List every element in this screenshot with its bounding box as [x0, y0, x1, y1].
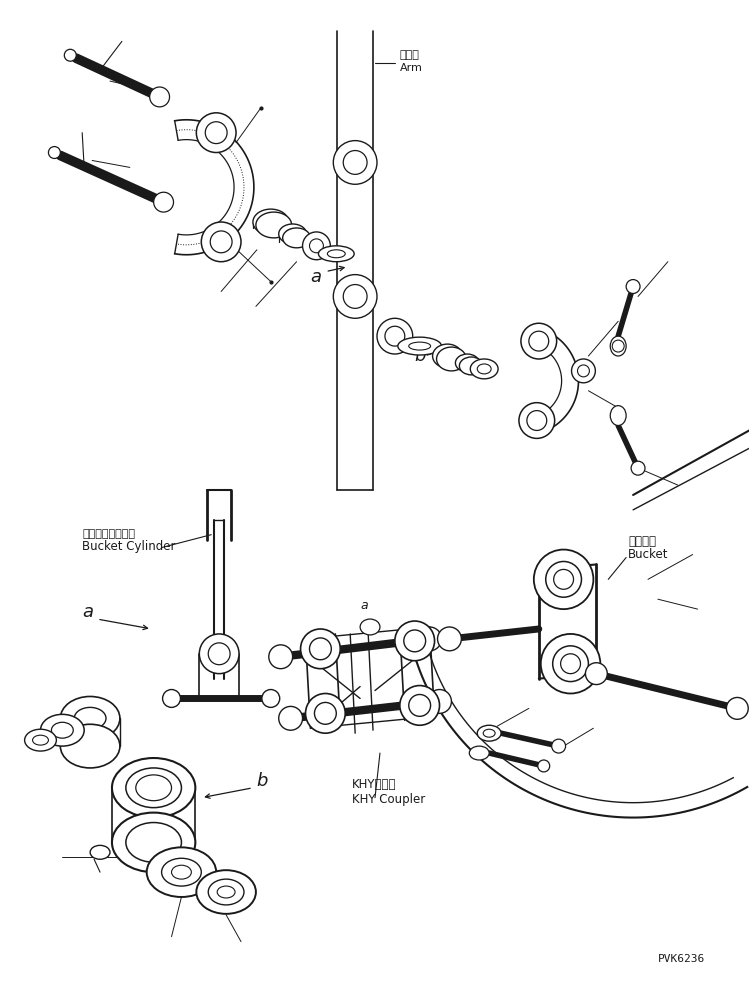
- Circle shape: [279, 707, 302, 730]
- Ellipse shape: [253, 209, 289, 235]
- Ellipse shape: [60, 697, 120, 740]
- Circle shape: [417, 627, 441, 651]
- Text: Arm: Arm: [400, 63, 423, 73]
- Circle shape: [552, 739, 566, 753]
- Ellipse shape: [437, 347, 466, 371]
- Text: Bucket: Bucket: [628, 548, 669, 560]
- Text: PVK6236: PVK6236: [658, 954, 705, 963]
- Circle shape: [428, 689, 451, 714]
- Circle shape: [302, 232, 330, 260]
- Ellipse shape: [360, 619, 380, 635]
- Text: a: a: [82, 603, 93, 621]
- Text: アーム: アーム: [400, 50, 420, 60]
- Ellipse shape: [611, 336, 626, 356]
- Circle shape: [631, 461, 645, 475]
- Circle shape: [262, 689, 280, 708]
- Circle shape: [333, 141, 377, 184]
- Ellipse shape: [256, 212, 292, 238]
- Ellipse shape: [60, 724, 120, 768]
- Text: KHY Coupler: KHY Coupler: [352, 792, 426, 806]
- Ellipse shape: [25, 729, 56, 751]
- Circle shape: [586, 663, 608, 684]
- Circle shape: [626, 279, 640, 294]
- Text: バケットシリンダ: バケットシリンダ: [82, 529, 135, 539]
- Circle shape: [538, 760, 550, 772]
- Text: a: a: [360, 599, 368, 612]
- Ellipse shape: [196, 870, 256, 914]
- Circle shape: [726, 698, 748, 720]
- Circle shape: [202, 222, 241, 261]
- Text: b: b: [414, 347, 426, 365]
- Circle shape: [400, 685, 439, 725]
- Circle shape: [572, 359, 596, 382]
- Circle shape: [395, 621, 435, 661]
- Ellipse shape: [283, 228, 311, 248]
- Circle shape: [333, 274, 377, 318]
- Circle shape: [199, 634, 239, 673]
- Circle shape: [534, 549, 593, 609]
- Ellipse shape: [147, 847, 216, 896]
- Ellipse shape: [469, 746, 489, 760]
- Ellipse shape: [470, 359, 498, 378]
- Circle shape: [519, 403, 555, 438]
- Ellipse shape: [318, 246, 354, 261]
- Ellipse shape: [279, 224, 307, 244]
- Ellipse shape: [90, 845, 110, 859]
- Circle shape: [268, 645, 293, 668]
- Ellipse shape: [432, 344, 462, 368]
- Text: a: a: [311, 267, 322, 286]
- Text: バケット: バケット: [628, 535, 656, 548]
- Circle shape: [305, 693, 345, 733]
- Circle shape: [377, 318, 413, 354]
- Circle shape: [48, 146, 60, 158]
- Circle shape: [301, 629, 340, 668]
- Ellipse shape: [456, 354, 479, 372]
- Circle shape: [162, 689, 180, 708]
- Text: Bucket Cylinder: Bucket Cylinder: [82, 540, 176, 552]
- Text: KHYカプラ: KHYカプラ: [352, 778, 396, 790]
- Ellipse shape: [112, 813, 196, 872]
- Ellipse shape: [478, 725, 501, 741]
- Ellipse shape: [611, 406, 626, 426]
- Circle shape: [150, 87, 169, 107]
- Circle shape: [541, 634, 600, 693]
- Circle shape: [153, 193, 174, 212]
- Text: b: b: [256, 772, 267, 789]
- Ellipse shape: [41, 715, 84, 746]
- Ellipse shape: [459, 357, 484, 375]
- Ellipse shape: [112, 758, 196, 818]
- Circle shape: [521, 323, 556, 359]
- Circle shape: [438, 627, 462, 651]
- Circle shape: [65, 49, 76, 61]
- Ellipse shape: [398, 337, 441, 355]
- Circle shape: [196, 113, 236, 152]
